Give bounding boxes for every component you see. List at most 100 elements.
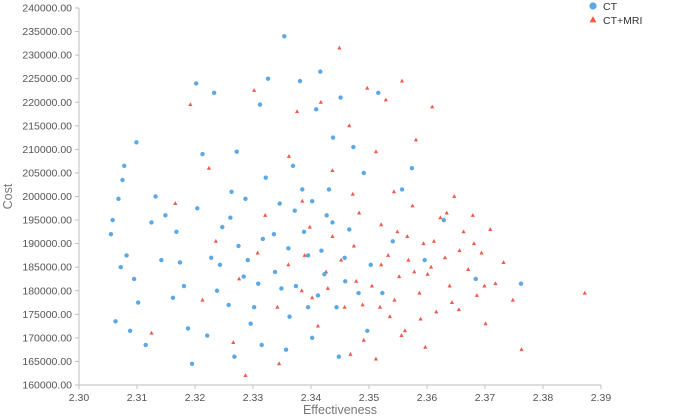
ct-point: [286, 246, 291, 251]
ct-mri-point: [188, 102, 193, 107]
ct-mri-point: [310, 295, 315, 300]
x-tick-label: 2.38: [533, 392, 554, 404]
ct-point: [318, 69, 323, 74]
ct-mri-point: [438, 215, 443, 220]
ct-mri-point: [471, 241, 477, 246]
ct-point: [282, 34, 287, 39]
ct-mri-point: [442, 255, 448, 260]
ct-mri-point: [387, 314, 392, 319]
ct-mri-point: [582, 290, 587, 295]
ct-point: [409, 166, 415, 171]
ct-point: [305, 305, 311, 310]
ct-point: [322, 272, 327, 277]
ct-mri-point: [510, 297, 515, 302]
y-tick-label: 185000.00: [22, 262, 72, 274]
ct-point: [368, 262, 373, 268]
ct-mri-point: [286, 154, 292, 158]
ct-point: [287, 314, 292, 319]
ct-mri-point: [339, 257, 344, 262]
y-tick-label: 190000.00: [22, 238, 72, 250]
ct-point: [336, 354, 342, 359]
ct-mri-point: [425, 271, 430, 276]
legend-ct-mri-marker: [589, 16, 597, 23]
ct-point: [108, 232, 114, 237]
ct-mri-point: [447, 283, 452, 288]
ct-point: [234, 149, 239, 154]
ct-point: [265, 76, 271, 81]
ct-point: [422, 257, 427, 263]
y-tick-label: 170000.00: [22, 332, 72, 344]
ct-point: [309, 199, 315, 204]
ct-point: [380, 290, 385, 296]
x-axis-title: Effectiveness: [303, 403, 377, 417]
ct-point: [347, 227, 352, 232]
legend-ct-mri-label: CT+MRI: [603, 15, 642, 27]
ct-point: [195, 206, 200, 211]
x-tick-label: 2.33: [243, 392, 264, 404]
ct-point: [292, 208, 297, 213]
ct-mri-point: [365, 85, 370, 90]
ct-point: [236, 243, 241, 249]
y-tick-label: 220000.00: [22, 97, 72, 109]
x-tick-label: 2.30: [69, 392, 90, 404]
ct-mri-point: [252, 88, 257, 92]
y-tick-label: 230000.00: [22, 50, 72, 62]
ct-mri-point: [456, 307, 461, 312]
ct-point: [159, 257, 164, 263]
ct-point: [153, 194, 158, 199]
ct-mri-point: [294, 109, 300, 114]
ct-point: [193, 81, 199, 86]
ct-mri-point: [286, 262, 291, 267]
ct-mri-point: [350, 191, 355, 196]
ct-point: [118, 264, 123, 270]
ct-point: [257, 102, 263, 107]
ct-mri-point: [236, 276, 242, 281]
ct-point: [189, 361, 195, 366]
ct-mri-point: [431, 238, 437, 243]
ct-point: [220, 224, 225, 230]
ct-point: [116, 196, 121, 202]
ct-mri-point: [483, 321, 488, 326]
ct-mri-point: [213, 238, 218, 243]
ct-point: [301, 229, 307, 235]
ct-point: [324, 213, 329, 218]
ct-mri-point: [430, 104, 435, 109]
ct-point: [122, 163, 127, 169]
ct-mri-point: [449, 300, 455, 304]
ct-mri-point: [379, 222, 384, 227]
ct-mri-point: [206, 165, 212, 170]
ct-mri-point: [410, 203, 415, 208]
ct-mri-point: [423, 344, 428, 349]
ct-point: [229, 189, 234, 194]
legend-ct-label: CT: [603, 1, 618, 13]
ct-mri-point: [342, 304, 347, 309]
ct-point: [143, 342, 148, 348]
ct-mri-point: [434, 309, 439, 314]
ct-mri-point: [488, 227, 493, 231]
ct-point: [174, 229, 179, 235]
ct-mri-point: [347, 123, 352, 128]
y-tick-label: 235000.00: [22, 26, 72, 38]
x-tick-label: 2.31: [127, 392, 148, 404]
ct-mri-point: [391, 189, 397, 194]
ct-point: [185, 326, 191, 331]
ct-point: [170, 295, 176, 301]
ct-mri-point: [421, 241, 426, 246]
ct-mri-point: [474, 293, 479, 297]
ct-mri-point: [173, 201, 178, 206]
y-tick-label: 225000.00: [22, 73, 72, 85]
ct-mri-point: [299, 288, 304, 293]
ct-mri-point: [351, 243, 357, 248]
ct-mri-point: [348, 351, 353, 356]
ct-point: [319, 248, 324, 253]
ct-point: [259, 342, 264, 348]
ct-mri-point: [413, 137, 419, 142]
ct-point: [263, 175, 268, 180]
ct-mri-point: [373, 149, 379, 154]
ct-mri-point: [318, 99, 323, 104]
ct-point: [113, 319, 118, 324]
ct-point: [211, 90, 217, 96]
x-tick-label: 2.34: [301, 392, 322, 404]
ct-mri-point: [418, 316, 423, 321]
